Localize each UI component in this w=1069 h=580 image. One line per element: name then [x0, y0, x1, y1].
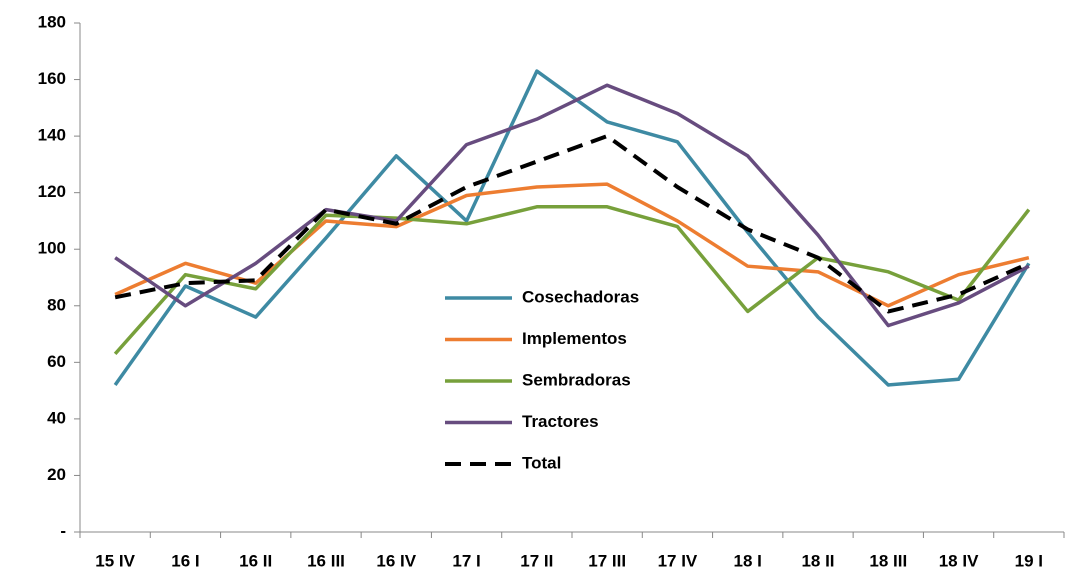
- y-tick-label: 60: [47, 352, 66, 371]
- x-tick-label: 16 III: [307, 551, 345, 570]
- y-tick-label: 20: [47, 465, 66, 484]
- x-tick-label: 18 II: [801, 551, 834, 570]
- legend-label: Tractores: [522, 412, 599, 431]
- x-tick-label: 17 I: [452, 551, 480, 570]
- series-line: [113, 205, 1031, 356]
- y-tick-label: 80: [47, 295, 66, 314]
- x-tick-label: 15 IV: [95, 551, 135, 570]
- x-tick-label: 16 I: [171, 551, 199, 570]
- legend-label: Cosechadoras: [522, 287, 639, 306]
- x-tick-label: 17 III: [588, 551, 626, 570]
- x-tick-label: 18 III: [869, 551, 907, 570]
- x-tick-label: 17 II: [520, 551, 553, 570]
- y-tick-label: 100: [38, 239, 66, 258]
- y-tick-label: 160: [38, 69, 66, 88]
- x-tick-label: 16 IV: [376, 551, 416, 570]
- y-tick-label: 180: [38, 12, 66, 31]
- x-tick-label: 16 II: [239, 551, 272, 570]
- x-tick-label: 18 I: [734, 551, 762, 570]
- legend-label: Sembradoras: [522, 370, 631, 389]
- series-line: [113, 69, 1031, 387]
- series-line: [114, 83, 1030, 328]
- series-line: [114, 134, 1030, 314]
- legend-label: Total: [522, 453, 561, 472]
- y-tick-label: 40: [47, 408, 66, 427]
- y-tick-label: 140: [38, 126, 66, 145]
- legend-label: Implementos: [522, 329, 627, 348]
- x-tick-label: 19 I: [1015, 551, 1043, 570]
- y-tick-label: -: [60, 521, 66, 540]
- x-tick-label: 18 IV: [939, 551, 979, 570]
- x-tick-label: 17 IV: [658, 551, 698, 570]
- y-tick-label: 120: [38, 182, 66, 201]
